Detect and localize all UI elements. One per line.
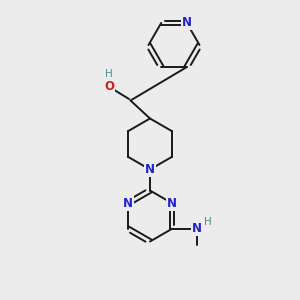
Text: H: H bbox=[204, 217, 212, 227]
Text: N: N bbox=[123, 197, 133, 210]
Text: N: N bbox=[192, 222, 202, 235]
Text: N: N bbox=[182, 16, 192, 29]
Text: N: N bbox=[145, 163, 155, 176]
Text: O: O bbox=[104, 80, 114, 94]
Text: N: N bbox=[167, 197, 177, 210]
Text: H: H bbox=[105, 69, 113, 80]
